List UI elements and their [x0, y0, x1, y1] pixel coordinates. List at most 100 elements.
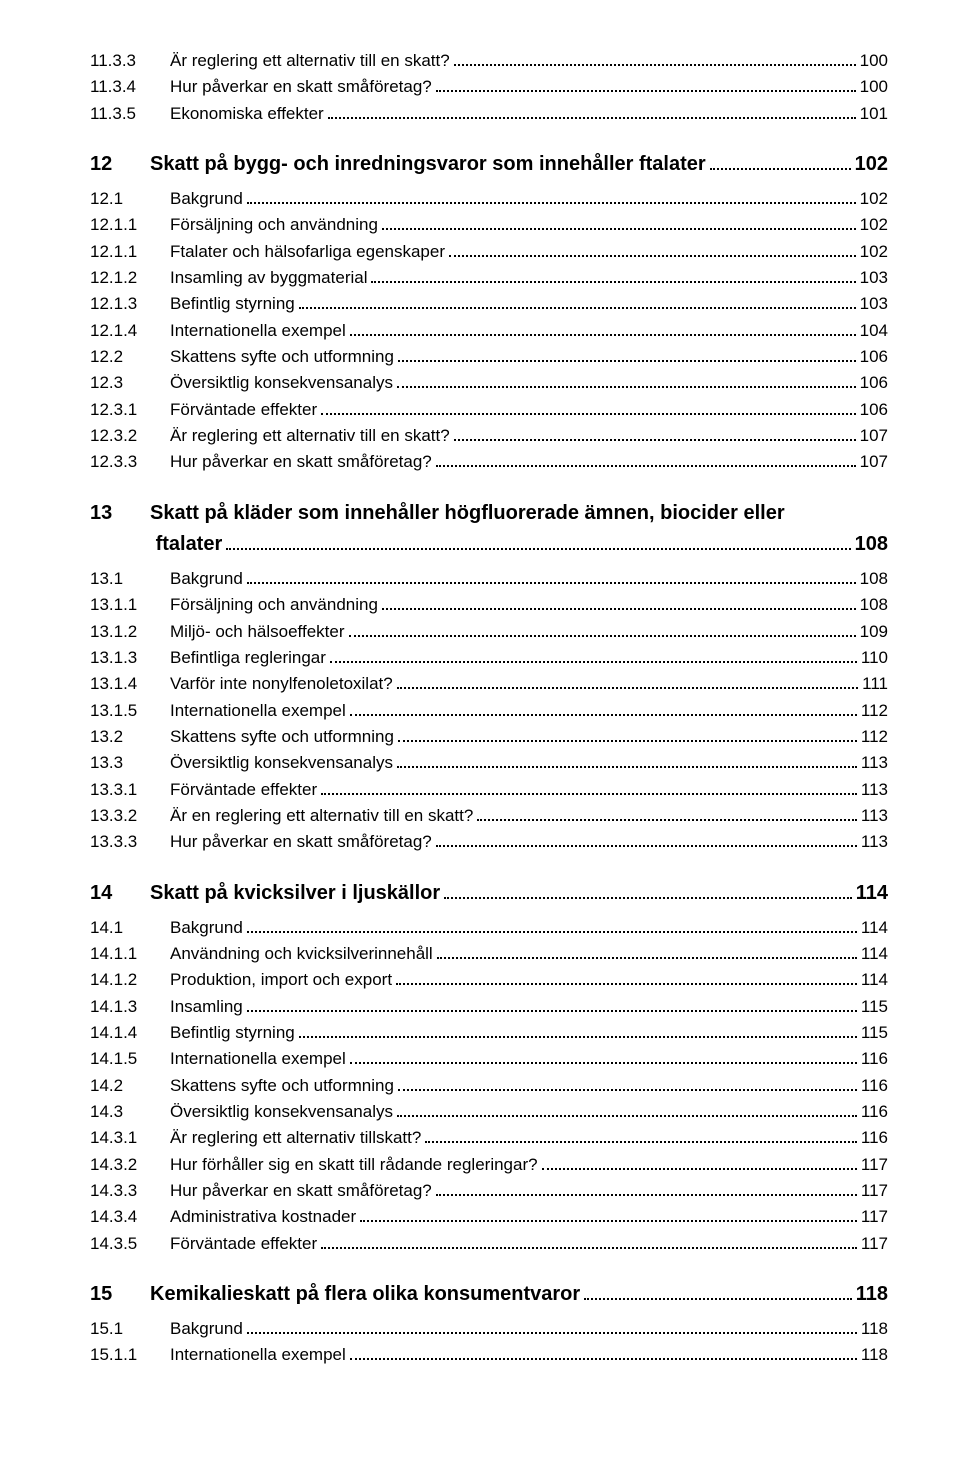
toc-page: 116 — [861, 1073, 888, 1099]
toc-leader — [321, 783, 857, 794]
toc-page: 113 — [861, 777, 888, 803]
toc-title: Kemikalieskatt på flera olika konsumentv… — [150, 1279, 580, 1310]
toc-leader — [350, 324, 856, 335]
toc-page: 108 — [860, 566, 888, 592]
toc-leader — [247, 193, 856, 204]
toc-page: 108 — [855, 529, 888, 560]
toc-number: 12.3 — [90, 370, 170, 396]
toc-entry: 12.1.1Försäljning och användning 102 — [90, 212, 888, 238]
toc-page: 116 — [861, 1099, 888, 1125]
toc-leader — [350, 1053, 857, 1064]
toc-title-wrap: Skatt på kvicksilver i ljuskällor114 — [150, 878, 888, 909]
toc-leader — [349, 625, 856, 636]
toc-leader — [299, 298, 856, 309]
toc-number: 12.1.4 — [90, 318, 170, 344]
toc-page: 118 — [856, 1279, 888, 1310]
toc-leader — [397, 1106, 857, 1117]
toc-leader — [382, 599, 856, 610]
toc-leader — [454, 430, 856, 441]
toc-title-wrap: Befintlig styrning115 — [170, 1020, 888, 1046]
toc-number: 14.2 — [90, 1073, 170, 1099]
toc-entry: 14.1.2Produktion, import och export114 — [90, 967, 888, 993]
toc-title: Försäljning och användning — [170, 212, 378, 238]
toc-title-wrap: Skattens syfte och utformning 116 — [170, 1073, 888, 1099]
toc-number: 12.3.1 — [90, 397, 170, 423]
toc-title-wrap: Försäljning och användning 108 — [170, 592, 888, 618]
toc-leader — [397, 377, 856, 388]
toc-entry: 14.1.3Insamling115 — [90, 994, 888, 1020]
toc-number: 14.3.5 — [90, 1231, 170, 1257]
toc-title-wrap: Är reglering ett alternativ tillskatt?11… — [170, 1125, 888, 1151]
toc-page: 102 — [860, 212, 888, 238]
toc-entry: 15Kemikalieskatt på flera olika konsumen… — [90, 1279, 888, 1310]
toc-title-wrap: Är reglering ett alternativ till en skat… — [170, 423, 888, 449]
toc-title-wrap: Ekonomiska effekter101 — [170, 101, 888, 127]
toc-page: 113 — [861, 803, 888, 829]
toc-leader — [330, 652, 857, 663]
toc-number: 15.1.1 — [90, 1342, 170, 1368]
toc-page: 108 — [860, 592, 888, 618]
toc-page: 109 — [860, 619, 888, 645]
toc-entry: 12.1.4Internationella exempel104 — [90, 318, 888, 344]
toc-page: 107 — [860, 449, 888, 475]
toc-leader — [350, 704, 857, 715]
toc-title-wrap: Förväntade effekter113 — [170, 777, 888, 803]
toc-title: Användning och kvicksilverinnehåll — [170, 941, 433, 967]
toc-page: 104 — [860, 318, 888, 344]
toc-number: 14.3.3 — [90, 1178, 170, 1204]
toc-number: 13.3 — [90, 750, 170, 776]
toc-title-wrap: Bakgrund118 — [170, 1316, 888, 1342]
toc-leader — [247, 572, 856, 583]
toc-leader — [321, 403, 856, 414]
toc-page: 114 — [861, 941, 888, 967]
toc-title-wrap: Försäljning och användning 102 — [170, 212, 888, 238]
toc-page: 114 — [861, 967, 888, 993]
toc-title: Skattens syfte och utformning — [170, 1073, 394, 1099]
toc-number: 14.1 — [90, 915, 170, 941]
toc-number: 13.1.5 — [90, 698, 170, 724]
toc-page: 112 — [861, 724, 888, 750]
toc-entry: 15.1Bakgrund118 — [90, 1316, 888, 1342]
toc-entry: 13.2Skattens syfte och utformning112 — [90, 724, 888, 750]
toc-title: Är reglering ett alternativ till en skat… — [170, 48, 450, 74]
table-of-contents: 11.3.3Är reglering ett alternativ till e… — [90, 48, 888, 1369]
toc-title-wrap: Användning och kvicksilverinnehåll 114 — [170, 941, 888, 967]
toc-number: 12.1.1 — [90, 212, 170, 238]
toc-title: Skattens syfte och utformning — [170, 344, 394, 370]
toc-leader — [397, 678, 858, 689]
toc-number: 13.3.2 — [90, 803, 170, 829]
toc-title: Försäljning och användning — [170, 592, 378, 618]
toc-title: Internationella exempel — [170, 1046, 346, 1072]
toc-title: Miljö- och hälsoeffekter — [170, 619, 345, 645]
toc-title: Administrativa kostnader — [170, 1204, 356, 1230]
toc-leader — [477, 810, 857, 821]
toc-number: 14.3.4 — [90, 1204, 170, 1230]
toc-leader — [710, 157, 851, 170]
toc-page: 101 — [860, 101, 888, 127]
toc-page: 100 — [860, 48, 888, 74]
toc-leader — [247, 1000, 857, 1011]
toc-page: 102 — [860, 186, 888, 212]
toc-number: 13 — [90, 498, 150, 529]
toc-number: 14.1.4 — [90, 1020, 170, 1046]
toc-number: 15 — [90, 1279, 150, 1310]
toc-leader — [396, 974, 857, 985]
toc-leader — [437, 948, 857, 959]
toc-page: 117 — [861, 1178, 888, 1204]
toc-title-wrap: Befintlig styrning103 — [170, 291, 888, 317]
toc-title-wrap: Skattens syfte och utformning112 — [170, 724, 888, 750]
toc-leader — [299, 1027, 857, 1038]
toc-entry: 12.2Skattens syfte och utformning106 — [90, 344, 888, 370]
toc-title: Produktion, import och export — [170, 967, 392, 993]
toc-page: 118 — [861, 1342, 888, 1368]
toc-entry: 14.1.1Användning och kvicksilverinnehåll… — [90, 941, 888, 967]
toc-entry: 14.3Översiktlig konsekvensanalys116 — [90, 1099, 888, 1125]
toc-title-wrap: Internationella exempel104 — [170, 318, 888, 344]
toc-leader — [436, 456, 856, 467]
toc-number: 11.3.5 — [90, 101, 170, 127]
toc-number: 14.1.1 — [90, 941, 170, 967]
toc-leader — [382, 219, 856, 230]
toc-number: 12.3.3 — [90, 449, 170, 475]
toc-entry: 14.2Skattens syfte och utformning 116 — [90, 1073, 888, 1099]
toc-leader — [436, 836, 857, 847]
